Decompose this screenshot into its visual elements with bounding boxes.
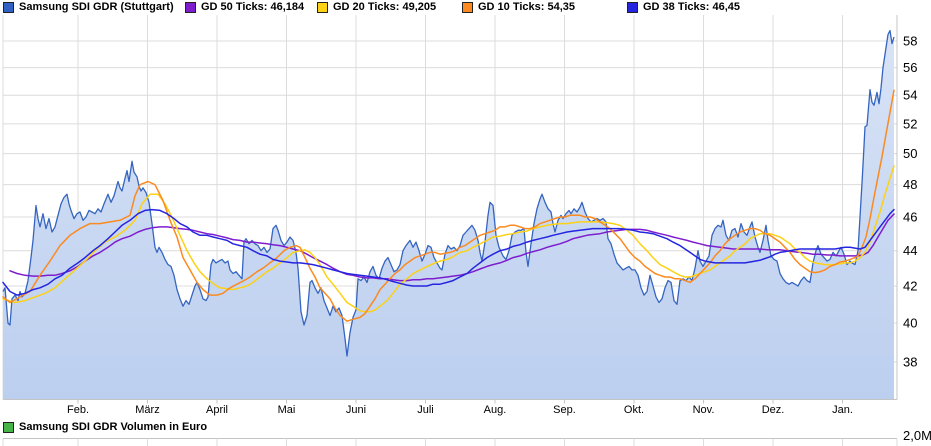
legend-label: Samsung SDI GDR (Stuttgart) — [19, 1, 174, 13]
y-axis-label: 40 — [903, 316, 917, 331]
x-axis-label: Juli — [417, 404, 434, 416]
legend-item-gd38: GD 38 Ticks: 46,45 — [627, 1, 740, 14]
legend-item-gd20: GD 20 Ticks: 49,205 — [317, 1, 436, 14]
legend-label: GD 20 Ticks: 49,205 — [333, 1, 437, 13]
y-axis-label: 50 — [903, 146, 917, 161]
legend-label: GD 10 Ticks: 54,35 — [478, 1, 576, 13]
y-axis-label: 44 — [903, 243, 917, 258]
x-axis-label: Dez. — [762, 404, 785, 416]
ma-line-gd20 — [2, 165, 895, 313]
volume-legend: Samsung SDI GDR Volumen in Euro — [3, 421, 207, 434]
x-axis-label: Sep. — [553, 404, 576, 416]
price-series-swatch — [3, 2, 14, 13]
gd50-series-swatch — [185, 2, 196, 13]
x-axis-label: März — [135, 404, 159, 416]
y-axis-label: 46 — [903, 209, 917, 224]
legend-item-gd10: GD 10 Ticks: 54,35 — [462, 1, 575, 14]
x-axis-label: Nov. — [693, 404, 715, 416]
price-area-fill — [3, 30, 894, 399]
x-axis-label: Juni — [346, 404, 366, 416]
volume-legend-label: Samsung SDI GDR Volumen in Euro — [19, 421, 208, 433]
legend-label: GD 50 Ticks: 46,184 — [201, 1, 305, 13]
legend-label: GD 38 Ticks: 46,45 — [643, 1, 741, 13]
y-axis-label: 52 — [903, 116, 917, 131]
gd10-series-swatch — [462, 2, 473, 13]
x-axis-label: Jan. — [832, 404, 853, 416]
y-axis-label: 58 — [903, 34, 917, 49]
volume-series-swatch — [3, 422, 14, 433]
legend-item-price: Samsung SDI GDR (Stuttgart) — [3, 1, 174, 14]
x-axis-label: Feb. — [67, 404, 89, 416]
x-axis-label: Mai — [278, 404, 296, 416]
x-axis-label: April — [206, 404, 228, 416]
gd38-series-swatch — [627, 2, 638, 13]
ma-line-gd10 — [2, 89, 895, 322]
x-axis-label: Okt. — [624, 404, 644, 416]
gd20-series-swatch — [317, 2, 328, 13]
x-axis-label: Aug. — [484, 404, 507, 416]
y-axis-label: 48 — [903, 177, 917, 192]
y-axis-label: 42 — [903, 279, 917, 294]
volume-axis-label: 2,0M — [903, 428, 931, 443]
ma-line-gd38 — [2, 208, 895, 296]
y-axis-label: 56 — [903, 60, 917, 75]
y-axis-label: 38 — [903, 355, 917, 370]
legend-item-gd50: GD 50 Ticks: 46,184 — [185, 1, 304, 14]
y-axis-label: 54 — [903, 88, 917, 103]
chart-legend: Samsung SDI GDR (Stuttgart) GD 50 Ticks:… — [0, 0, 931, 15]
